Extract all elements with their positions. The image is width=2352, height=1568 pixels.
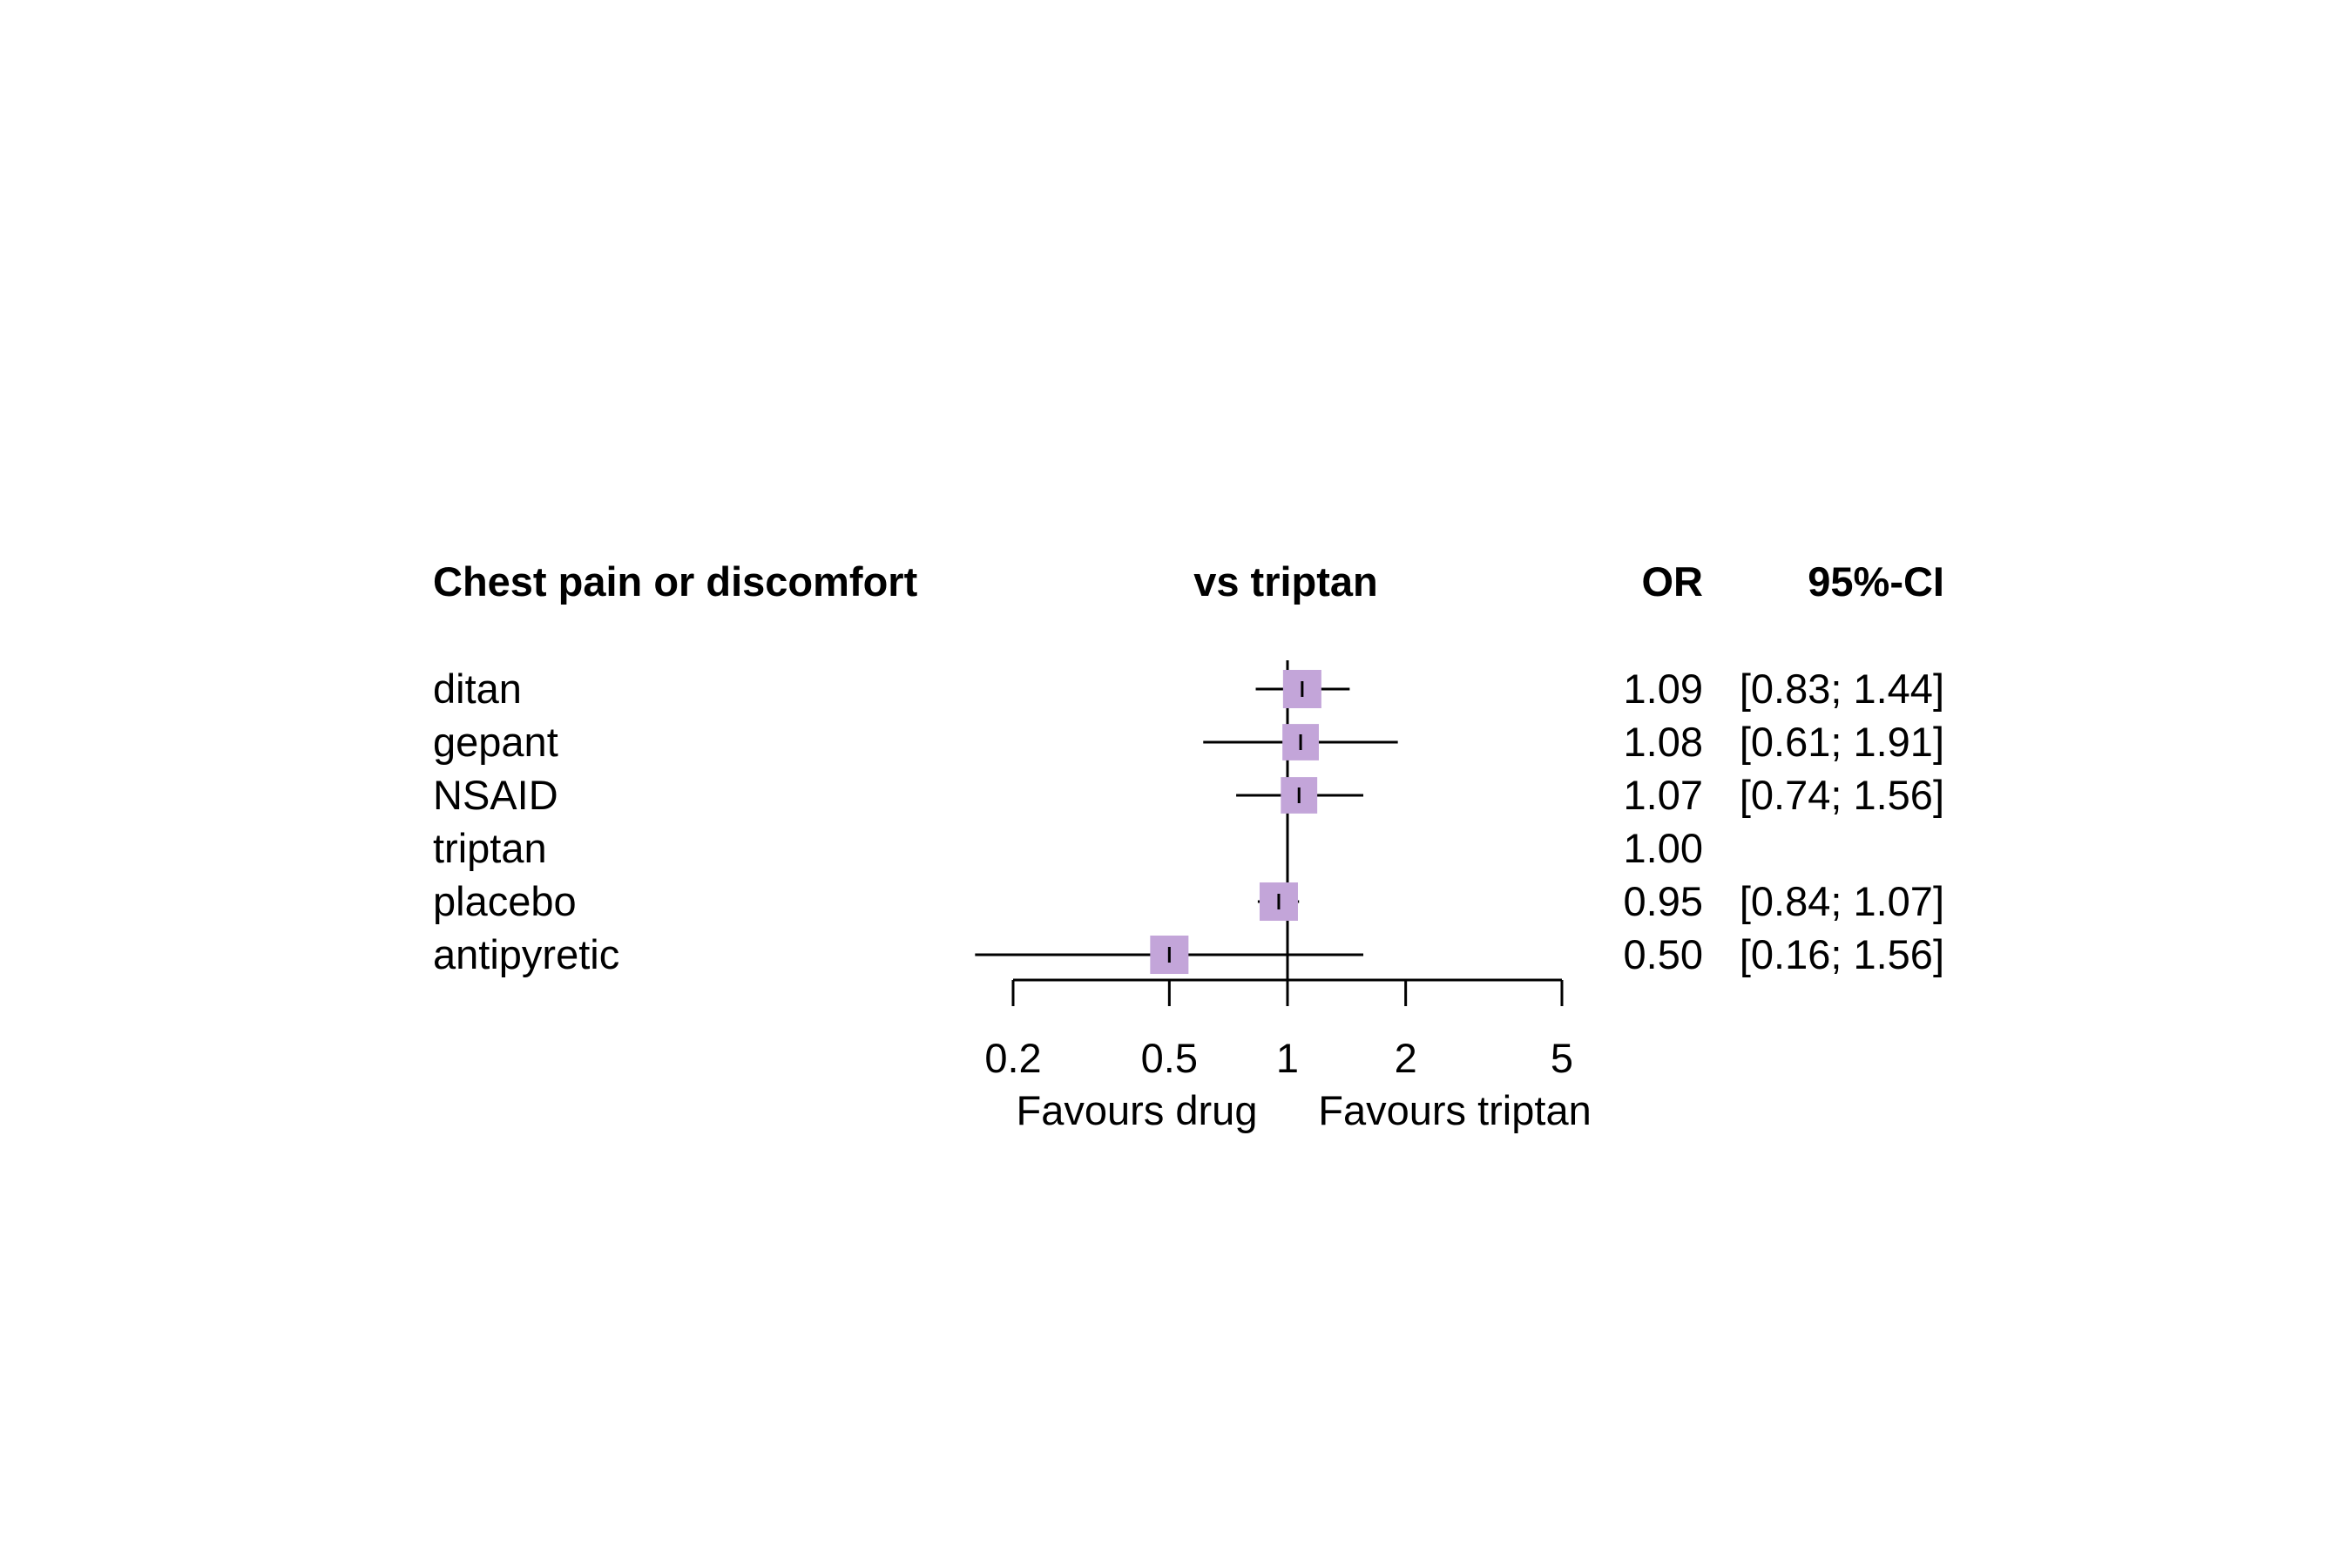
x-axis: 0.2 0.5 1 2 5 — [984, 978, 1573, 1081]
or-value: 0.50 — [1624, 931, 1703, 977]
plot-title: Chest pain or discomfort — [433, 558, 918, 605]
row-label: antipyretic — [433, 931, 619, 977]
forest-row-gepant: gepant 1.08 [0.61; 1.91] — [433, 719, 1944, 765]
ci-value: [0.61; 1.91] — [1740, 719, 1944, 765]
or-column-header: OR — [1642, 558, 1704, 605]
x-tick-label: 2 — [1395, 1035, 1417, 1081]
ci-column-header: 95%-CI — [1808, 558, 1944, 605]
row-label: ditan — [433, 666, 522, 712]
row-label: NSAID — [433, 772, 558, 818]
or-value: 1.07 — [1624, 772, 1703, 818]
ci-value: [0.74; 1.56] — [1740, 772, 1944, 818]
favours-left-label: Favours drug — [1017, 1087, 1258, 1133]
forest-rows: ditan 1.09 [0.83; 1.44] gepant 1.08 [0.61; 1.… — [433, 666, 1944, 977]
ci-value: [0.84; 1.07] — [1740, 878, 1944, 924]
forest-row-antipyretic: antipyretic 0.50 [0.16; 1.56] — [433, 931, 1944, 977]
or-value: 1.00 — [1624, 825, 1703, 871]
row-label: triptan — [433, 825, 547, 871]
forest-row-placebo: placebo 0.95 [0.84; 1.07] — [433, 878, 1944, 924]
x-tick-label: 0.5 — [1141, 1035, 1198, 1081]
comparison-label: vs triptan — [1193, 558, 1378, 605]
forest-row-nsaid: NSAID 1.07 [0.74; 1.56] — [433, 772, 1944, 818]
or-value: 1.08 — [1624, 719, 1703, 765]
favours-right-label: Favours triptan — [1318, 1087, 1591, 1133]
row-label: gepant — [433, 719, 558, 765]
x-tick-label: 5 — [1551, 1035, 1573, 1081]
or-value: 0.95 — [1624, 878, 1703, 924]
x-tick-label: 1 — [1276, 1035, 1299, 1081]
forest-row-triptan: triptan 1.00 — [433, 825, 1703, 871]
or-value: 1.09 — [1624, 666, 1703, 712]
forest-row-ditan: ditan 1.09 [0.83; 1.44] — [433, 666, 1944, 712]
ci-value: [0.16; 1.56] — [1740, 931, 1944, 977]
row-label: placebo — [433, 878, 577, 924]
x-tick-label: 0.2 — [984, 1035, 1041, 1081]
ci-value: [0.83; 1.44] — [1740, 666, 1944, 712]
